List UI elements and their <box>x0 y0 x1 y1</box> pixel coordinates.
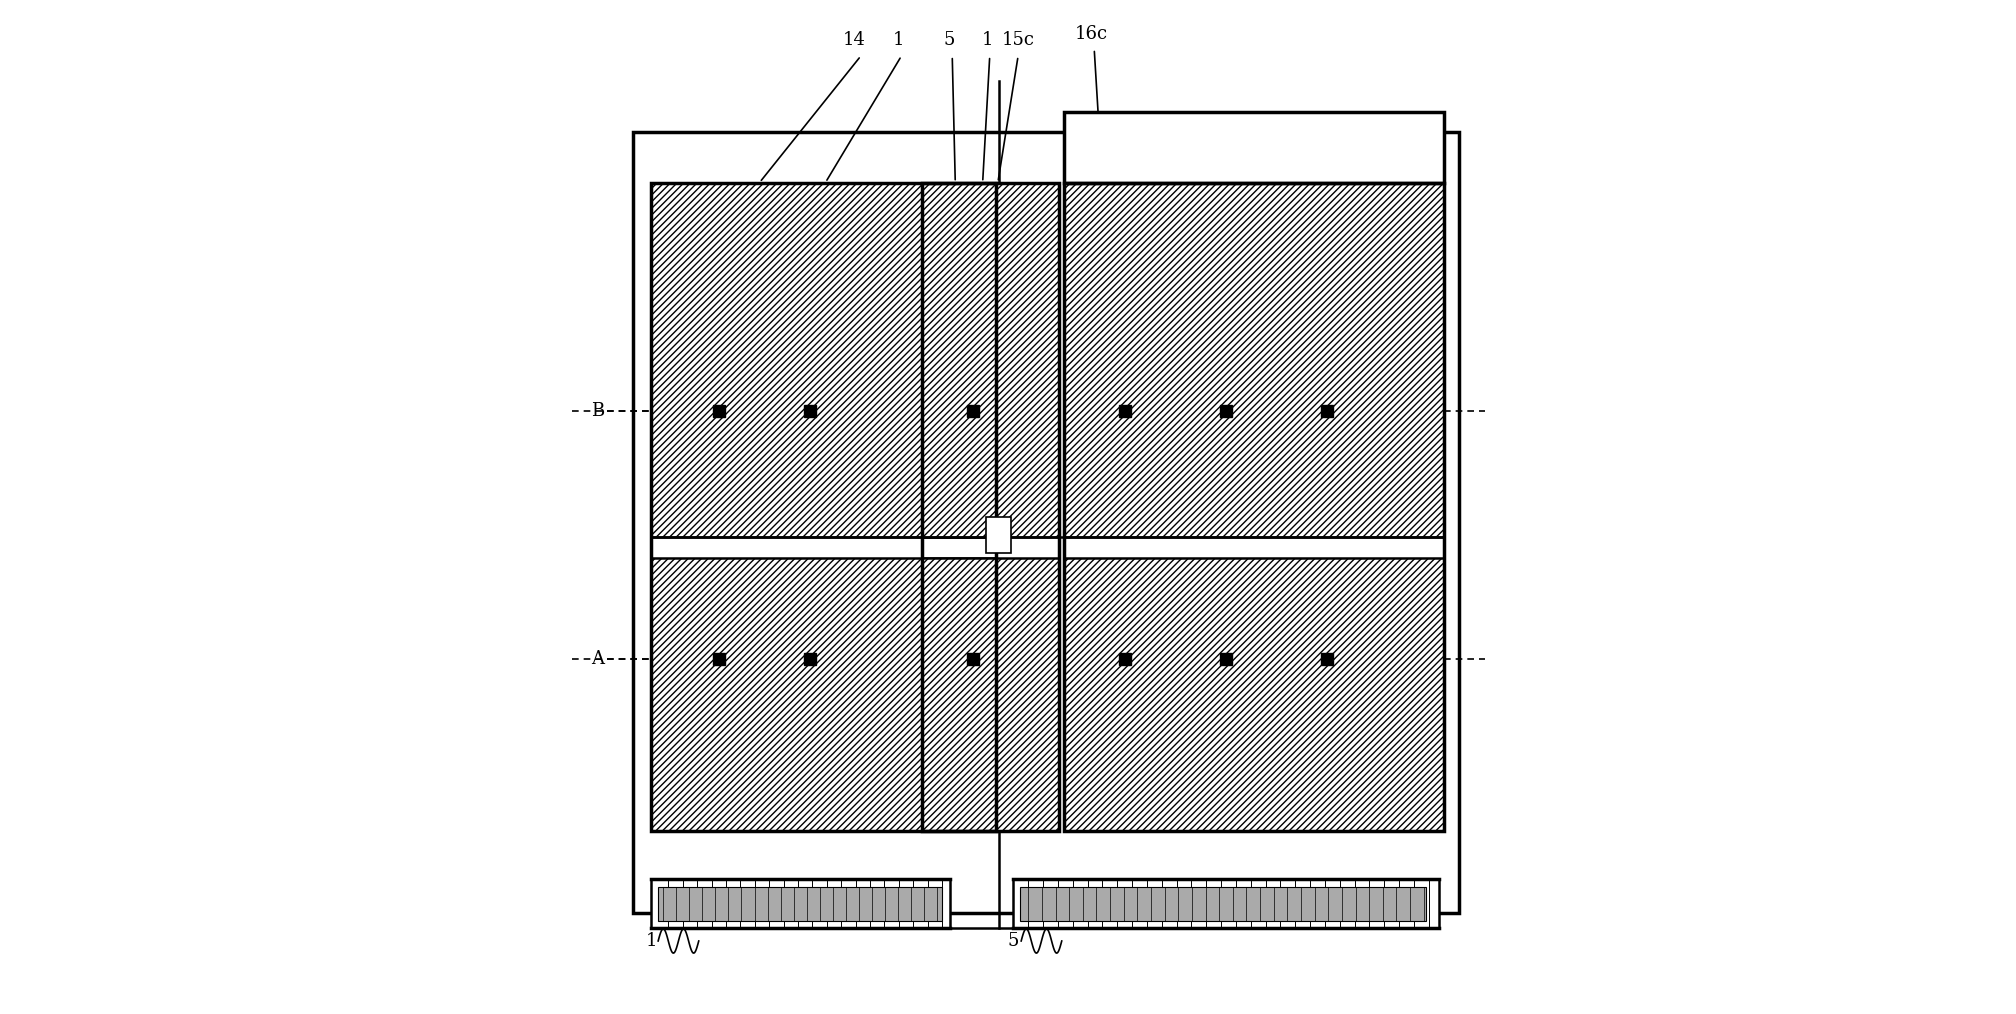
Text: 15c: 15c <box>1002 30 1034 49</box>
Bar <box>921 183 1058 537</box>
Bar <box>651 183 996 537</box>
Bar <box>657 887 941 921</box>
Text: 5: 5 <box>1008 932 1018 950</box>
Bar <box>1064 112 1443 183</box>
Bar <box>1064 558 1443 831</box>
Text: 14: 14 <box>843 30 865 49</box>
Text: 16c: 16c <box>1075 24 1107 43</box>
Text: 1: 1 <box>645 932 657 950</box>
Bar <box>651 183 996 831</box>
Text: B: B <box>591 402 605 420</box>
Bar <box>986 517 1012 553</box>
Bar <box>651 879 950 928</box>
Bar <box>651 558 996 831</box>
Text: A: A <box>591 650 605 668</box>
Text: 1: 1 <box>982 30 994 49</box>
Bar <box>921 558 1058 831</box>
Text: 5: 5 <box>943 30 956 49</box>
Text: 1: 1 <box>893 30 905 49</box>
Bar <box>921 183 1058 831</box>
Bar <box>1064 183 1443 537</box>
Bar <box>633 132 1460 913</box>
Bar <box>1014 879 1439 928</box>
Bar <box>1064 183 1443 831</box>
Bar <box>1020 887 1425 921</box>
